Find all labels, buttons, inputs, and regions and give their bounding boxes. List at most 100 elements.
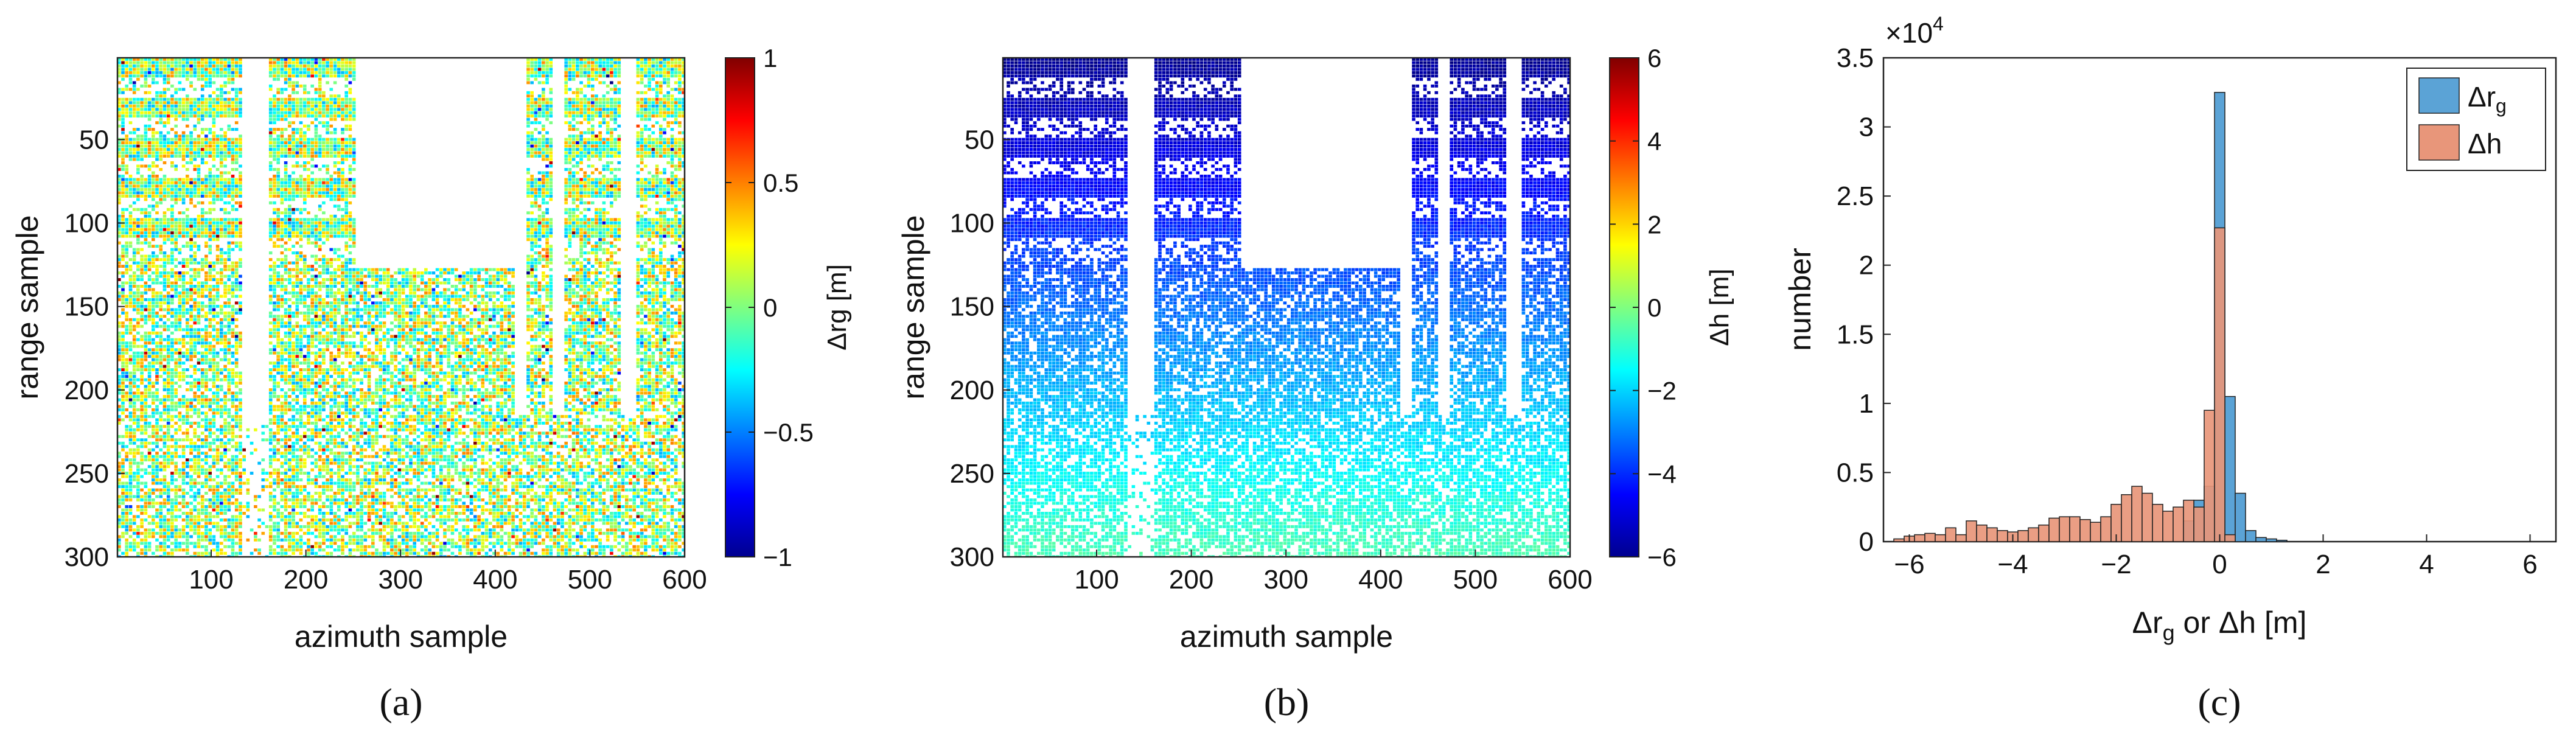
heatmap-cell (231, 542, 235, 545)
heatmap-cell (200, 445, 204, 449)
heatmap-cell (204, 478, 208, 481)
heatmap-cell (197, 117, 201, 121)
heatmap-cell (276, 481, 280, 485)
heatmap-cell (276, 191, 280, 195)
heatmap-cell (178, 141, 182, 144)
heatmap-cell (144, 304, 148, 308)
heatmap-cell (220, 318, 223, 321)
heatmap-cell (280, 58, 284, 61)
heatmap-cell (162, 518, 167, 522)
heatmap-cell (170, 251, 174, 254)
heatmap-cell (310, 398, 314, 402)
heatmap-cell (307, 522, 310, 525)
heatmap-cell (166, 421, 170, 425)
heatmap-cell (223, 184, 227, 188)
heatmap-cell (239, 225, 242, 228)
heatmap-cell (231, 455, 235, 458)
heatmap-cell (295, 291, 299, 295)
heatmap-cell (280, 518, 284, 522)
heatmap-cell (170, 555, 174, 557)
heatmap-cell (178, 151, 182, 155)
heatmap-cell (299, 104, 303, 108)
heatmap-cell (239, 204, 242, 208)
heatmap-cell (178, 81, 182, 85)
heatmap-cell (117, 435, 121, 438)
heatmap-cell (174, 178, 178, 181)
heatmap-cell (220, 58, 223, 61)
heatmap-cell (208, 97, 212, 101)
heatmap-cell (204, 71, 208, 74)
heatmap-cell (178, 274, 182, 278)
heatmap-cell (204, 65, 208, 68)
heatmap-cell (276, 168, 280, 171)
heatmap-cell (189, 295, 193, 298)
heatmap-cell (186, 231, 189, 235)
heatmap-cell (144, 551, 148, 555)
heatmap-cell (310, 438, 314, 442)
heatmap-cell (276, 405, 280, 408)
heatmap-cell (162, 88, 167, 91)
heatmap-cell (231, 184, 235, 188)
heatmap-cell (117, 117, 121, 121)
heatmap-cell (155, 378, 159, 382)
heatmap-cell (121, 501, 125, 505)
heatmap-cell (239, 375, 242, 378)
heatmap-cell (284, 515, 288, 519)
heatmap-cell (189, 254, 193, 258)
heatmap-cell (273, 261, 276, 265)
heatmap-cell (197, 362, 201, 365)
heatmap-cell (234, 151, 239, 155)
heatmap-cell (125, 475, 128, 478)
heatmap-cell (147, 61, 152, 65)
heatmap-cell (280, 315, 284, 318)
heatmap-cell (215, 141, 220, 144)
heatmap-cell (170, 111, 174, 114)
heatmap-cell (239, 485, 242, 488)
heatmap-cell (197, 218, 201, 222)
heatmap-cell (223, 148, 227, 151)
heatmap-cell (144, 218, 148, 222)
heatmap-cell (197, 164, 201, 168)
heatmap-cell (193, 498, 197, 501)
heatmap-cell (227, 348, 231, 352)
heatmap-cell (204, 338, 208, 341)
heatmap-cell (178, 378, 182, 382)
heatmap-cell (303, 525, 307, 528)
heatmap-cell (186, 74, 189, 78)
heatmap-cell (234, 261, 239, 265)
heatmap-cell (200, 71, 204, 74)
heatmap-cell (284, 375, 288, 378)
heatmap-cell (307, 438, 310, 442)
heatmap-cell (193, 395, 197, 398)
heatmap-cell (215, 452, 220, 455)
heatmap-cell (174, 231, 178, 235)
heatmap-cell (223, 395, 227, 398)
heatmap-cell (299, 181, 303, 184)
heatmap-cell (310, 254, 314, 258)
heatmap-cell (227, 178, 231, 181)
heatmap-cell (307, 161, 310, 164)
heatmap-cell (220, 481, 223, 485)
heatmap-cell (200, 328, 204, 332)
heatmap-cell (121, 535, 125, 539)
heatmap-cell (140, 298, 144, 301)
heatmap-cell (200, 184, 204, 188)
heatmap-cell (166, 391, 170, 395)
heatmap-cell (140, 368, 144, 371)
heatmap-cell (147, 355, 152, 358)
heatmap-cell (174, 295, 178, 298)
heatmap-cell (197, 455, 201, 458)
heatmap-cell (310, 428, 314, 431)
heatmap-cell (147, 268, 152, 271)
heatmap-cell (212, 324, 216, 328)
heatmap-cell (197, 291, 201, 295)
heatmap-cell (170, 101, 174, 105)
heatmap-cell (181, 304, 186, 308)
heatmap-cell (212, 505, 216, 508)
heatmap-cell (291, 65, 295, 68)
heatmap-cell (220, 338, 223, 341)
heatmap-cell (227, 181, 231, 184)
heatmap-cell (234, 351, 239, 355)
heatmap-cell (223, 465, 227, 469)
heatmap-cell (170, 204, 174, 208)
